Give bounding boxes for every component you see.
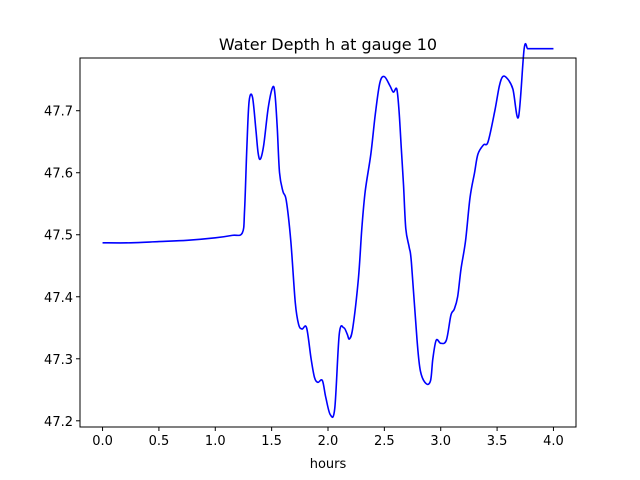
series-line bbox=[102, 42, 554, 419]
x-tick-label: 4.0 bbox=[543, 434, 564, 449]
y-tick-label: 47.5 bbox=[44, 229, 73, 244]
x-axis-label: hours bbox=[310, 457, 347, 472]
y-tick-label: 47.3 bbox=[44, 353, 73, 368]
y-tick-label: 47.6 bbox=[44, 167, 73, 182]
y-tick-label: 47.4 bbox=[44, 291, 73, 306]
x-tick-label: 1.5 bbox=[261, 434, 282, 449]
x-tick-label: 0.0 bbox=[92, 434, 113, 449]
x-tick-label: 0.5 bbox=[149, 434, 170, 449]
y-tick-label: 47.7 bbox=[44, 105, 73, 120]
chart-title: Water Depth h at gauge 10 bbox=[219, 35, 437, 54]
x-tick-label: 2.5 bbox=[374, 434, 395, 449]
y-axis-ticks: 47.2 47.3 47.4 47.5 47.6 47.7 bbox=[44, 105, 80, 430]
x-tick-label: 3.0 bbox=[430, 434, 451, 449]
x-tick-label: 2.0 bbox=[318, 434, 339, 449]
y-tick-label: 47.2 bbox=[44, 415, 73, 430]
x-axis-ticks: 0.0 0.5 1.0 1.5 2.0 2.5 3.0 3.5 4.0 bbox=[92, 427, 564, 449]
x-tick-label: 3.5 bbox=[487, 434, 508, 449]
x-tick-label: 1.0 bbox=[205, 434, 226, 449]
plot-series bbox=[102, 42, 554, 419]
